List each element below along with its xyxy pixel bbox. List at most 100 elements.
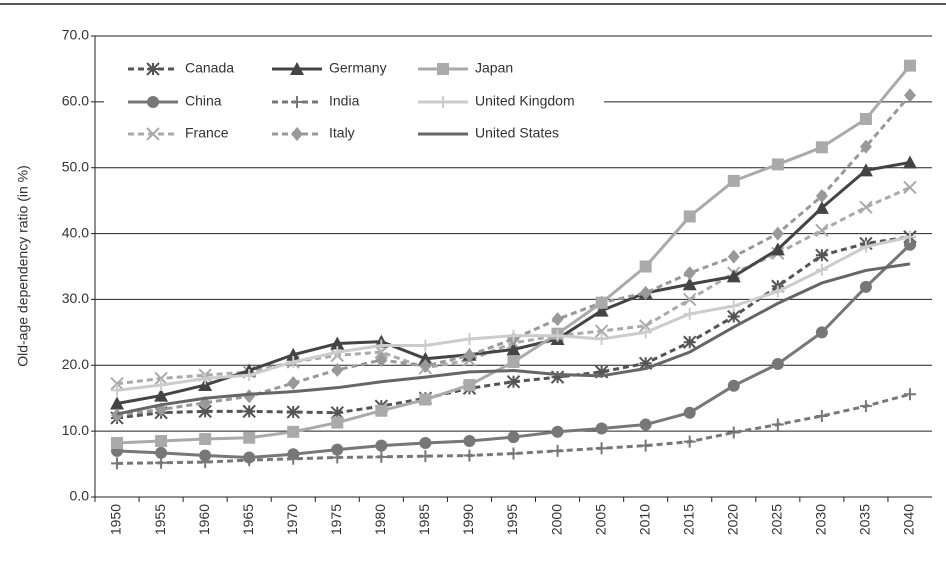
marker [155,379,168,392]
marker [639,418,652,431]
marker [727,426,740,439]
marker [594,365,609,379]
x-tick-label: 1960 [196,504,212,535]
marker [330,336,345,350]
marker [771,226,784,241]
series [111,59,916,449]
marker [463,435,476,448]
marker [154,388,169,402]
marker [727,379,740,392]
marker [419,358,432,373]
marker [110,377,124,391]
marker [437,63,449,75]
marker [815,326,828,339]
marker [243,454,256,467]
marker [815,263,828,276]
y-tick-label: 40.0 [62,224,89,240]
marker [815,141,828,154]
legend-label: Italy [329,125,355,141]
marker [507,447,520,460]
x-tick-label: 1995 [504,504,520,535]
series [116,262,911,416]
marker [111,408,124,423]
marker [683,210,696,223]
marker [111,457,124,470]
legend-label: France [185,125,229,141]
x-tick-label: 2025 [769,504,785,535]
marker [595,422,608,435]
marker [858,163,873,177]
marker [146,127,160,141]
marker [815,409,828,422]
marker [331,443,344,456]
y-tick-label: 50.0 [62,158,89,174]
marker [154,371,168,386]
marker [290,62,304,75]
marker [902,155,917,169]
x-tick-label: 2010 [636,504,652,535]
marker [507,431,520,444]
x-tick-label: 2015 [680,504,696,535]
marker [419,393,432,406]
marker [903,88,916,103]
marker [463,348,476,363]
legend-label: Germany [329,60,387,76]
marker [111,436,124,449]
marker [419,436,432,449]
marker [111,384,124,397]
legend: Canada China France Germany India Italy Japan U… [104,50,604,152]
marker [375,450,388,463]
marker [551,444,564,457]
marker [638,356,653,371]
x-tick-label: 1980 [372,504,388,535]
marker [419,450,432,463]
marker [291,96,303,108]
x-tick-label: 2005 [592,504,608,535]
marker [639,439,652,452]
marker [331,346,344,359]
x-tick-label: 1965 [240,504,256,535]
marker [375,353,388,368]
marker [110,396,125,410]
marker [331,416,344,429]
y-tick-label: 10.0 [62,422,89,438]
marker [594,324,609,338]
marker [287,355,300,368]
series-line [116,262,911,416]
x-tick-label: 1990 [460,504,476,535]
marker [507,329,520,342]
marker [374,345,389,359]
legend-label: China [185,93,222,109]
legend-label: United States [475,125,559,141]
marker [595,332,608,345]
marker [683,435,696,448]
marker [243,389,256,404]
marker [859,280,872,293]
marker [682,277,697,291]
marker [903,59,916,72]
marker [242,404,256,419]
marker [507,355,520,368]
legend-box [104,50,604,152]
marker [551,425,564,438]
marker [727,309,741,324]
marker [727,300,740,313]
series-line [116,235,911,420]
marker [903,180,917,195]
marker [770,242,785,256]
marker [771,285,784,298]
marker [595,442,608,455]
legend-label: India [329,93,360,109]
marker [595,296,608,309]
y-axis-label: Old-age dependency ratio (in %) [15,165,31,367]
x-tick-label: 2040 [901,504,917,535]
marker [859,240,872,253]
marker [243,369,256,382]
legend-label: Canada [185,60,234,76]
x-tick-label: 2020 [724,504,740,535]
marker [550,370,565,384]
marker [683,406,696,419]
marker [291,127,303,141]
marker [331,362,344,377]
legend-label: United Kingdom [475,93,575,109]
